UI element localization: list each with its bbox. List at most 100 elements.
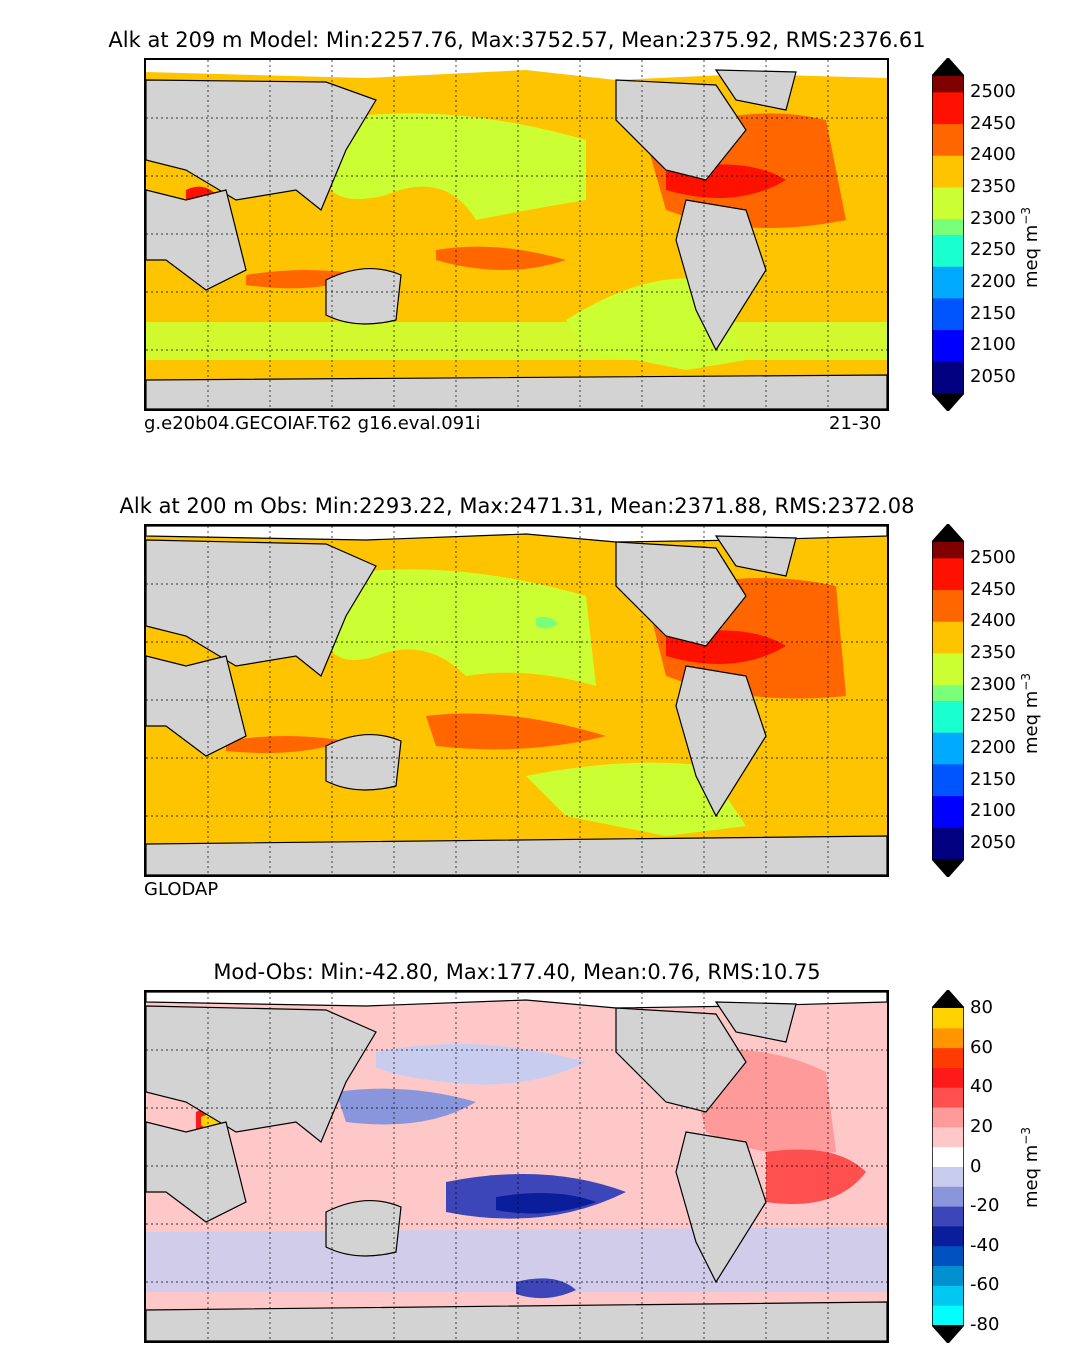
panel3-colorbar-unit: meq m−3 [1019,1127,1042,1208]
colorbar-band [932,123,964,140]
land [146,526,887,875]
region-s-indian [226,736,346,754]
gridlines [146,60,887,409]
colorbar-tick-label: 0 [970,1155,982,1177]
region-eq-pacific-core [496,1193,596,1214]
region-eq-pacific [426,713,606,750]
panel2-footer-left: GLODAP [144,879,219,900]
colorbar-tick-label: 2450 [970,578,1016,600]
colorbar-tick-label: 2050 [970,366,1016,388]
colorbar-band [932,1087,964,1108]
colorbar-band [932,1265,964,1286]
colorbar-band [932,637,964,654]
colorbar-tick-label: 2150 [970,302,1016,324]
colorbar-band [932,827,964,844]
region-s-pacific [526,762,746,836]
colorbar-tick-label: 2500 [970,546,1016,568]
colorbar-band [932,843,964,860]
region-w-pacific-negative [336,1088,476,1125]
colorbar-band [932,1126,964,1148]
colorbar-tick-label: 20 [970,1115,993,1137]
colorbar-band [932,76,964,93]
colorbar-tick-label: -40 [970,1234,1000,1256]
colorbar-tick-label: 2100 [970,800,1016,822]
region-n-pacific [331,569,596,686]
colorbar-extend-max [932,990,964,1008]
colorbar-tick-label: 2200 [970,271,1016,293]
colorbar-band [932,107,964,125]
colorbar-band [932,282,964,299]
colorbar-band [932,171,964,188]
colorbar-tick-label: 2200 [970,737,1016,759]
land [146,69,887,409]
colorbar-band [932,250,964,267]
land [146,992,887,1341]
colorbar-tick-label: 2450 [970,112,1016,134]
panel1-colorbar [931,56,965,415]
colorbar-band [932,684,964,701]
colorbar-extend-max [932,524,964,542]
colorbar-band [932,297,964,315]
colorbar-band [932,186,964,204]
colorbar-band [932,700,964,717]
colorbar-band [932,542,964,559]
colorbar-band [932,795,964,812]
panel3-colorbar [931,988,965,1347]
colorbar-band [932,763,964,781]
colorbar-band [932,1206,964,1227]
colorbar-tick-label: 2150 [970,768,1016,790]
colorbar-band [932,811,964,828]
colorbar-band [932,1166,964,1187]
panel1-title: Alk at 209 m Model: Min:2257.76, Max:375… [108,28,926,52]
colorbar-band [932,1285,964,1306]
colorbar-band [932,1008,964,1029]
colorbar-band [932,266,964,283]
colorbar-tick-label: 2250 [970,239,1016,261]
colorbar-band [932,1225,964,1247]
panel1-colorbar-unit: meq m−3 [1019,207,1042,288]
colorbar-band [932,1027,964,1049]
colorbar-tick-label: 2500 [970,80,1016,102]
colorbar-band [932,91,964,109]
colorbar-band [932,1186,964,1207]
colorbar-band [932,218,964,235]
colorbar-tick-label: -20 [970,1195,1000,1217]
region-n-pacific-negative [376,1044,586,1085]
region-eq-pacific [436,246,566,270]
colorbar-band [932,668,964,686]
sea-ice-region [146,60,887,80]
colorbar-band [932,377,964,394]
colorbar-tick-label: -60 [970,1274,1000,1296]
colorbar-tick-label: 80 [970,997,993,1018]
colorbar-band [932,779,964,797]
colorbar-band [932,313,964,331]
panel2-map [144,524,889,877]
colorbar-tick-label: 2300 [970,207,1016,229]
colorbar-band [932,1107,964,1128]
colorbar-band [932,589,964,606]
region-n-pacific [331,113,586,220]
panel2-colorbar-unit: meq m−3 [1019,673,1042,754]
colorbar-extend-min [932,859,964,877]
region-southern-band [146,322,887,360]
colorbar-band [932,716,964,733]
colorbar-band [932,557,964,575]
colorbar-band [932,1305,964,1326]
colorbar-band [932,1245,964,1267]
colorbar-band [932,621,964,638]
colorbar-band [932,345,964,362]
panel3-map [144,990,889,1343]
panel2-colorbar [931,522,965,881]
panel1-map [144,58,889,411]
colorbar-band [932,329,964,346]
colorbar-band [932,748,964,765]
colorbar-tick-label: 2250 [970,705,1016,727]
colorbar-band [932,732,964,749]
gridlines [146,526,887,875]
colorbar-band [932,1146,964,1167]
panel3-title: Mod-Obs: Min:-42.80, Max:177.40, Mean:0.… [213,960,821,984]
colorbar-tick-label: 2350 [970,175,1016,197]
colorbar-tick-label: 2300 [970,673,1016,695]
panel1-footer-left: g.e20b04.GECOIAF.T62 g16.eval.091i [144,413,481,434]
region-s-pacific-core [516,1278,576,1299]
